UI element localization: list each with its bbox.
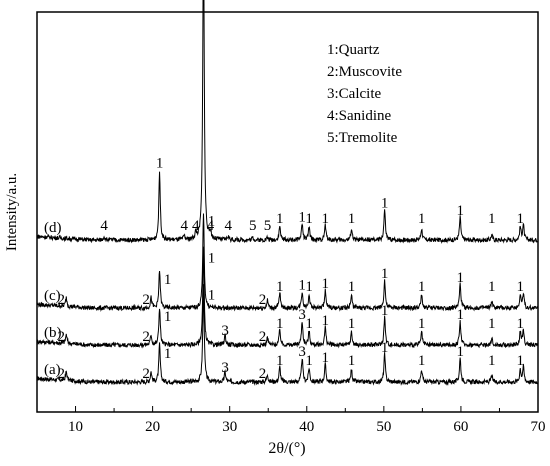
- peak-tag: 1: [164, 272, 172, 288]
- x-tick-label: 10: [68, 419, 83, 435]
- peak-tag: 1: [418, 316, 426, 332]
- peak-tag: 2: [142, 329, 150, 345]
- peak-tag: 4: [180, 218, 188, 234]
- peak-tag: 4: [192, 218, 200, 234]
- peak-tag: 1: [322, 350, 330, 366]
- trace-d: [36, 0, 539, 244]
- peak-tag: 4: [207, 218, 215, 234]
- peak-tag: 1: [276, 316, 284, 332]
- peak-tag: 1: [305, 279, 313, 295]
- peak-tag: 1: [381, 303, 389, 319]
- peak-tag: 1: [164, 346, 172, 362]
- peak-tag: 1: [517, 211, 525, 227]
- peak-tag: 1: [348, 316, 356, 332]
- x-tick-label: 50: [376, 419, 391, 435]
- peak-tag: 2: [58, 329, 66, 345]
- legend-entry: 2:Muscovite: [327, 64, 402, 80]
- peak-tag: 1: [276, 279, 284, 295]
- peak-tag: 2: [58, 366, 66, 382]
- trace-a: [36, 284, 539, 387]
- peak-tag: 1: [418, 353, 426, 369]
- peak-tag: 3: [298, 307, 306, 323]
- peak-tag: 3: [298, 344, 306, 360]
- peak-tag: 1: [305, 353, 313, 369]
- peak-tag: 1: [348, 211, 356, 227]
- series-label-a: (a): [44, 362, 61, 378]
- peak-tag: 1: [305, 211, 313, 227]
- series-label-d: (d): [44, 220, 62, 236]
- peak-tag: 1: [381, 196, 389, 212]
- peak-tag: 1: [298, 210, 306, 226]
- peak-tag: 1: [488, 316, 496, 332]
- legend-entry: 5:Tremolite: [327, 130, 398, 146]
- peak-tag: 2: [259, 366, 267, 382]
- peak-tag: 2: [259, 329, 267, 345]
- peak-tag: 1: [517, 353, 525, 369]
- series-label-b: (b): [44, 325, 62, 341]
- x-tick-label: 20: [145, 419, 160, 435]
- peak-tag: 1: [322, 313, 330, 329]
- peak-tag: 1: [456, 203, 464, 219]
- peak-tag: 1: [517, 316, 525, 332]
- peak-tag: 5: [249, 218, 257, 234]
- peak-tag: 1: [418, 211, 426, 227]
- peak-tag: 1: [488, 211, 496, 227]
- legend-entry: 3:Calcite: [327, 86, 381, 102]
- series-labels: (a) (b) (c) (d): [44, 220, 62, 378]
- legend: 1:Quartz 2:Muscovite 3:Calcite 4:Sanidine 5:…: [327, 42, 402, 146]
- peak-tag: 1: [208, 251, 216, 267]
- peak-tag: 1: [298, 278, 306, 294]
- x-tick-label: 40: [299, 419, 314, 435]
- peak-tag: 5: [264, 218, 272, 234]
- peak-tag: 1: [276, 353, 284, 369]
- peak-tag: 4: [100, 218, 108, 234]
- peak-tag: 1: [418, 279, 426, 295]
- x-axis-ticks: 10 20 30 40 50 60 70: [36, 406, 546, 435]
- peak-tag: 1: [517, 279, 525, 295]
- peak-tag: 1: [156, 155, 164, 171]
- x-tick-label: 30: [222, 419, 237, 435]
- x-tick-label: 70: [531, 419, 546, 435]
- peak-tag: 1: [456, 270, 464, 286]
- peak-tag: 1: [208, 288, 216, 304]
- peak-tag: 1: [456, 344, 464, 360]
- trace-b: [36, 246, 539, 349]
- peak-tag: 1: [348, 353, 356, 369]
- x-axis-label: 2θ/(°): [268, 440, 305, 457]
- peak-tag: 1: [381, 340, 389, 356]
- legend-entry: 4:Sanidine: [327, 108, 392, 124]
- peak-tag: 3: [221, 360, 229, 376]
- peak-tag: 3: [221, 323, 229, 339]
- peak-tag: 1: [208, 214, 216, 230]
- peak-tag: 1: [322, 276, 330, 292]
- peak-tag: 1: [488, 353, 496, 369]
- series-label-c: (c): [44, 288, 61, 304]
- peak-tag: 1: [322, 211, 330, 227]
- y-axis-label: Intensity/a.u.: [4, 173, 20, 251]
- peak-tag: 2: [58, 292, 66, 308]
- peak-tag: 1: [305, 316, 313, 332]
- peak-tag: 1: [164, 309, 172, 325]
- peak-tag: 1: [488, 279, 496, 295]
- legend-entry: 1:Quartz: [327, 42, 380, 58]
- x-tick-label: 60: [453, 419, 468, 435]
- peak-tag: 2: [142, 366, 150, 382]
- peak-tag: 1: [456, 307, 464, 323]
- peak-tag: 1: [381, 266, 389, 282]
- spectra-traces: [36, 0, 539, 387]
- plot-frame: [36, 11, 539, 413]
- peak-tag: 4: [224, 218, 232, 234]
- peak-tag: 2: [142, 292, 150, 308]
- peak-tag: 2: [259, 292, 267, 308]
- trace-c: [36, 213, 539, 313]
- peak-tag: 1: [276, 211, 284, 227]
- peak-tag: 1: [348, 279, 356, 295]
